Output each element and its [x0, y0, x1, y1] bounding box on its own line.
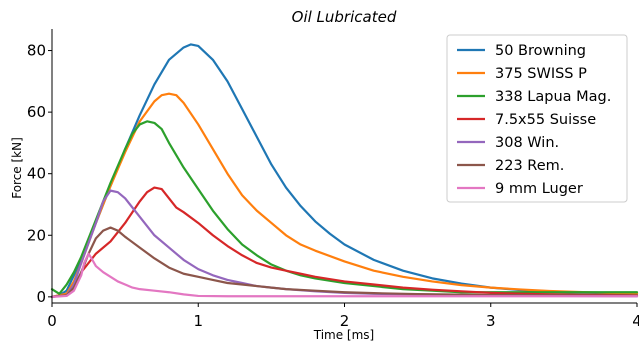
- series-line-3: [50, 186, 639, 298]
- y-tick-label: 20: [27, 226, 46, 244]
- x-tick-label: 2: [340, 312, 350, 330]
- legend-label-3: 7.5x55 Suisse: [495, 112, 596, 128]
- x-tick-label: 3: [486, 312, 496, 330]
- x-tick-label: 4: [632, 312, 639, 330]
- plot-series: [50, 43, 639, 298]
- chart-title: Oil Lubricated: [292, 8, 397, 26]
- x-tick-label: 1: [193, 312, 203, 330]
- y-axis-label: Force [kN]: [10, 137, 24, 199]
- legend-label-2: 338 Lapua Mag.: [495, 89, 611, 105]
- series-line-5: [50, 226, 639, 298]
- y-tick-label: 40: [27, 165, 46, 183]
- y-tick-label: 60: [27, 103, 46, 121]
- legend: 50 Browning 375 SWISS P 338 Lapua Mag. 7.5x…: [446, 34, 628, 203]
- legend-label-6: 9 mm Luger: [495, 181, 583, 197]
- legend-box: [446, 34, 628, 203]
- x-axis-label: Time [ms]: [313, 328, 375, 341]
- series-line-1: [50, 92, 639, 298]
- series-line-6: [50, 252, 639, 298]
- y-tick-label: 80: [27, 42, 46, 60]
- legend-label-5: 223 Rem.: [495, 158, 564, 174]
- legend-label-0: 50 Browning: [495, 43, 586, 59]
- legend-label-4: 308 Win.: [495, 135, 559, 151]
- x-tick-label: 0: [47, 312, 57, 330]
- y-tick-label: 0: [36, 288, 46, 306]
- legend-label-1: 375 SWISS P: [495, 66, 587, 82]
